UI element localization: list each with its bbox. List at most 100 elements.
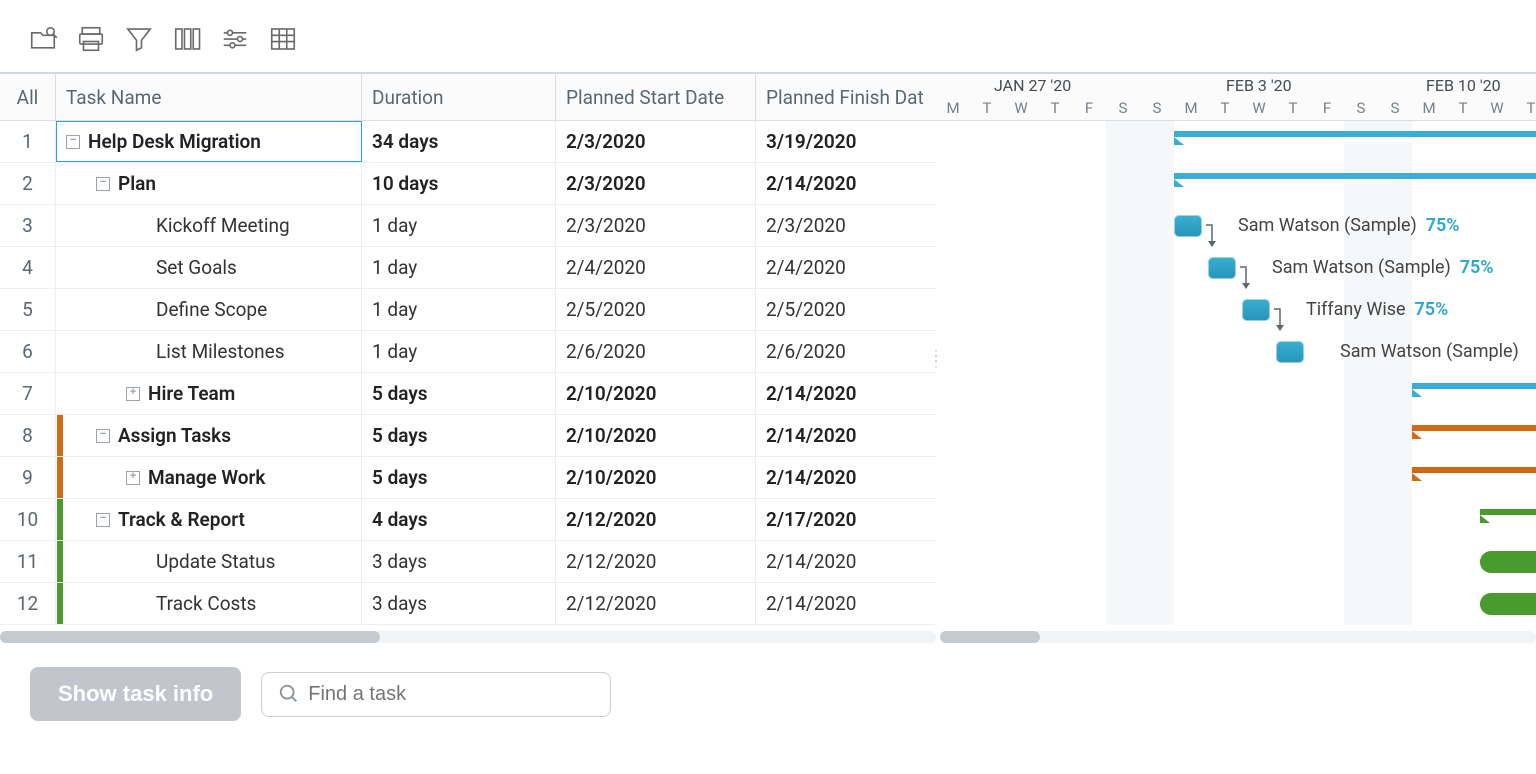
start-date-cell[interactable]: 2/10/2020 — [556, 415, 756, 456]
table-row[interactable]: 7+Hire Team5 days2/10/20202/14/2020 — [0, 373, 936, 415]
columns-icon[interactable] — [172, 24, 202, 54]
row-index: 8 — [0, 415, 56, 456]
col-header-all[interactable]: All — [0, 74, 56, 121]
duration-cell[interactable]: 5 days — [362, 457, 556, 498]
finish-date-cell[interactable]: 2/3/2020 — [756, 205, 936, 246]
duration-cell[interactable]: 4 days — [362, 499, 556, 540]
task-name-cell[interactable]: −Assign Tasks — [56, 415, 362, 456]
task-name-cell[interactable]: Kickoff Meeting — [56, 205, 362, 246]
start-date-cell[interactable]: 2/10/2020 — [556, 373, 756, 414]
task-search[interactable] — [261, 672, 611, 717]
table-row[interactable]: 12Track Costs3 days2/12/20202/14/2020 — [0, 583, 936, 625]
finish-date-cell[interactable]: 2/14/2020 — [756, 457, 936, 498]
gantt-summary-bar[interactable] — [1412, 425, 1536, 437]
collapse-icon[interactable]: − — [96, 513, 110, 527]
duration-cell[interactable]: 1 day — [362, 205, 556, 246]
table-row[interactable]: 1−Help Desk Migration34 days2/3/20203/19… — [0, 121, 936, 163]
table-row[interactable]: 4Set Goals1 day2/4/20202/4/2020 — [0, 247, 936, 289]
finish-date-cell[interactable]: 2/5/2020 — [756, 289, 936, 330]
task-name-cell[interactable]: Track Costs — [56, 583, 362, 624]
duration-cell[interactable]: 1 day — [362, 247, 556, 288]
table-row[interactable]: 5Define Scope1 day2/5/20202/5/2020 — [0, 289, 936, 331]
collapse-icon[interactable]: − — [66, 135, 80, 149]
table-row[interactable]: 9+Manage Work5 days2/10/20202/14/2020 — [0, 457, 936, 499]
start-date-cell[interactable]: 2/4/2020 — [556, 247, 756, 288]
duration-cell[interactable]: 5 days — [362, 373, 556, 414]
col-header-finish[interactable]: Planned Finish Dat — [756, 74, 936, 121]
duration-cell[interactable]: 1 day — [362, 289, 556, 330]
finish-date-cell[interactable]: 2/14/2020 — [756, 373, 936, 414]
gantt-progress-bar[interactable] — [1480, 593, 1536, 615]
gantt-chart: ⋮⋮ JAN 27 '20FEB 3 '20FEB 10 '20 MTWTFSS… — [936, 74, 1536, 643]
start-date-cell[interactable]: 2/5/2020 — [556, 289, 756, 330]
col-header-duration[interactable]: Duration — [362, 74, 556, 121]
col-header-name[interactable]: Task Name — [56, 74, 362, 121]
finish-date-cell[interactable]: 2/4/2020 — [756, 247, 936, 288]
table-row[interactable]: 10−Track & Report4 days2/12/20202/17/202… — [0, 499, 936, 541]
gantt-horizontal-scrollbar[interactable] — [940, 631, 1536, 643]
grid-horizontal-scrollbar[interactable] — [0, 631, 936, 643]
collapse-icon[interactable]: − — [96, 177, 110, 191]
table-row[interactable]: 11Update Status3 days2/12/20202/14/2020 — [0, 541, 936, 583]
start-date-cell[interactable]: 2/3/2020 — [556, 205, 756, 246]
finish-date-cell[interactable]: 2/14/2020 — [756, 415, 936, 456]
gantt-summary-bar[interactable] — [1480, 509, 1536, 521]
task-name-cell[interactable]: + Manage Work — [56, 457, 362, 498]
folder-search-icon[interactable] — [28, 24, 58, 54]
grid-icon[interactable] — [268, 24, 298, 54]
print-icon[interactable] — [76, 24, 106, 54]
table-row[interactable]: 3Kickoff Meeting1 day2/3/20202/3/2020 — [0, 205, 936, 247]
task-name-label: Help Desk Migration — [88, 130, 261, 153]
start-date-cell[interactable]: 2/6/2020 — [556, 331, 756, 372]
gantt-task-bar[interactable] — [1276, 341, 1304, 363]
task-name-cell[interactable]: Update Status — [56, 541, 362, 582]
start-date-cell[interactable]: 2/12/2020 — [556, 499, 756, 540]
finish-date-cell[interactable]: 2/6/2020 — [756, 331, 936, 372]
duration-cell[interactable]: 10 days — [362, 163, 556, 204]
start-date-cell[interactable]: 2/10/2020 — [556, 457, 756, 498]
expand-icon[interactable]: + — [126, 387, 140, 401]
task-name-cell[interactable]: Define Scope — [56, 289, 362, 330]
gantt-task-bar[interactable] — [1174, 215, 1202, 237]
task-name-cell[interactable]: −Track & Report — [56, 499, 362, 540]
finish-date-cell[interactable]: 3/19/2020 — [756, 121, 936, 162]
timeline-day-label: T — [1514, 96, 1536, 121]
expand-icon[interactable]: + — [126, 471, 140, 485]
gantt-summary-bar[interactable] — [1412, 467, 1536, 479]
start-date-cell[interactable]: 2/12/2020 — [556, 541, 756, 582]
gantt-task-bar[interactable] — [1208, 257, 1236, 279]
duration-cell[interactable]: 1 day — [362, 331, 556, 372]
start-date-cell[interactable]: 2/3/2020 — [556, 121, 756, 162]
task-name-cell[interactable]: −Plan — [56, 163, 362, 204]
gantt-summary-bar[interactable] — [1174, 173, 1536, 185]
duration-cell[interactable]: 5 days — [362, 415, 556, 456]
task-name-cell[interactable]: +Hire Team — [56, 373, 362, 414]
table-row[interactable]: 6List Milestones1 day2/6/20202/6/2020 — [0, 331, 936, 373]
task-name-label: Manage Work — [148, 466, 265, 489]
show-task-info-button[interactable]: Show task info — [30, 667, 241, 721]
finish-date-cell[interactable]: 2/17/2020 — [756, 499, 936, 540]
finish-date-cell[interactable]: 2/14/2020 — [756, 541, 936, 582]
gantt-summary-bar[interactable] — [1412, 383, 1536, 395]
duration-cell[interactable]: 3 days — [362, 583, 556, 624]
task-name-cell[interactable]: −Help Desk Migration — [56, 121, 362, 162]
gantt-task-bar[interactable] — [1242, 299, 1270, 321]
timeline-day-label: T — [1208, 96, 1242, 121]
col-header-start[interactable]: Planned Start Date — [556, 74, 756, 121]
collapse-icon[interactable]: − — [96, 429, 110, 443]
table-row[interactable]: 8−Assign Tasks5 days2/10/20202/14/2020 — [0, 415, 936, 457]
gantt-progress-bar[interactable] — [1480, 551, 1536, 573]
start-date-cell[interactable]: 2/12/2020 — [556, 583, 756, 624]
task-search-input[interactable] — [308, 683, 594, 706]
duration-cell[interactable]: 3 days — [362, 541, 556, 582]
filter-icon[interactable] — [124, 24, 154, 54]
finish-date-cell[interactable]: 2/14/2020 — [756, 163, 936, 204]
settings-sliders-icon[interactable] — [220, 24, 250, 54]
task-name-cell[interactable]: Set Goals — [56, 247, 362, 288]
start-date-cell[interactable]: 2/3/2020 — [556, 163, 756, 204]
finish-date-cell[interactable]: 2/14/2020 — [756, 583, 936, 624]
gantt-summary-bar[interactable] — [1174, 131, 1536, 143]
task-name-cell[interactable]: List Milestones — [56, 331, 362, 372]
duration-cell[interactable]: 34 days — [362, 121, 556, 162]
table-row[interactable]: 2−Plan10 days2/3/20202/14/2020 — [0, 163, 936, 205]
